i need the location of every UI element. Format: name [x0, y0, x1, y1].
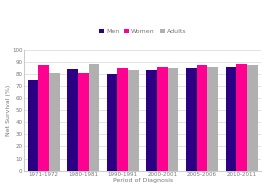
- Bar: [89, 64, 99, 171]
- X-axis label: Period of Diagnosis: Period of Diagnosis: [113, 178, 173, 184]
- Bar: [247, 65, 258, 171]
- Bar: [78, 73, 89, 171]
- Bar: [67, 69, 78, 171]
- Bar: [157, 67, 168, 171]
- Bar: [49, 73, 60, 171]
- Bar: [38, 65, 49, 171]
- Legend: Men, Women, Adults: Men, Women, Adults: [97, 26, 189, 36]
- Bar: [28, 80, 38, 171]
- Bar: [107, 74, 117, 171]
- Bar: [117, 68, 128, 171]
- Bar: [186, 68, 197, 171]
- Bar: [197, 65, 207, 171]
- Bar: [236, 64, 247, 171]
- Bar: [128, 70, 139, 171]
- Bar: [146, 70, 157, 171]
- Bar: [207, 67, 218, 171]
- Bar: [168, 68, 178, 171]
- Y-axis label: Net Survival (%): Net Survival (%): [6, 84, 11, 136]
- Bar: [226, 67, 236, 171]
